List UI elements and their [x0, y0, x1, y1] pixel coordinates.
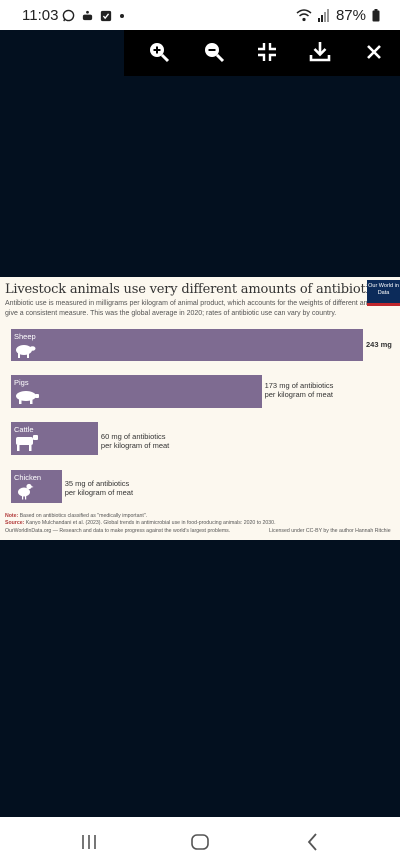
value-text-pigs: 173 mg of antibiotics: [264, 381, 334, 390]
value-label-cattle: 60 mg of antibiotics per kilogram of mea…: [101, 432, 169, 450]
chart-source: Source: Kanyo Mulchandani et al. (2023).…: [5, 520, 276, 526]
bar-label-cattle: Cattle: [14, 425, 34, 434]
bar-label-sheep: Sheep: [14, 332, 36, 341]
recent-apps-button[interactable]: [74, 831, 104, 853]
zoom-out-icon: [205, 43, 225, 63]
zoom-in-icon: [150, 43, 170, 63]
unit-text-chicken: per kilogram of meat: [64, 488, 134, 497]
back-button[interactable]: [298, 831, 328, 853]
wifi-icon: [296, 9, 312, 22]
battery-percent: 87%: [335, 7, 366, 24]
chart-footer: Note: Based on antibiotics classified as…: [0, 512, 400, 540]
home-icon: [191, 834, 209, 850]
close-icon: [367, 45, 381, 59]
status-bar: 11:03 87%: [0, 0, 400, 30]
back-icon: [307, 833, 317, 851]
dot-icon: [120, 13, 124, 18]
bar-label-pigs: Pigs: [14, 378, 29, 387]
chart-title: Livestock animals use very different amo…: [5, 282, 383, 297]
bar-chicken: Chicken: [11, 470, 62, 503]
home-button[interactable]: [185, 831, 215, 853]
owid-logo: Our World in Data: [367, 280, 400, 306]
chart-subtitle: Antibiotic use is measured in milligrams…: [5, 300, 392, 317]
chart-footer-left: OurWorldInData.org — Research and data t…: [5, 528, 231, 534]
system-nav-bar: [0, 817, 400, 867]
value-text-cattle: 60 mg of antibiotics: [100, 432, 166, 441]
bar-label-chicken: Chicken: [14, 473, 42, 482]
whatsapp-icon: [62, 9, 75, 22]
download-icon: [309, 42, 331, 62]
status-indicators: 87%: [296, 7, 380, 24]
image-viewer-toolbar: [124, 30, 400, 76]
sheep-icon: [16, 345, 36, 358]
close-button[interactable]: [361, 39, 387, 65]
checkbox-icon: [100, 10, 112, 21]
value-label-sheep: 243 mg: [366, 340, 392, 349]
exit-fullscreen-icon: [258, 43, 276, 61]
bar-pigs: Pigs: [11, 375, 262, 408]
chicken-icon: [18, 483, 34, 500]
cow-icon: [16, 435, 38, 451]
recent-apps-icon: [82, 835, 96, 849]
value-text-chicken: 35 mg of antibiotics: [64, 479, 130, 488]
notification-icons: [62, 9, 126, 22]
chart-license: Licensed under CC-BY by the author Hanna…: [269, 528, 391, 534]
zoom-out-button[interactable]: [201, 39, 227, 65]
cooking-pot-icon: [82, 10, 93, 21]
chart-image: Livestock animals use very different amo…: [0, 277, 400, 519]
unit-text-cattle: per kilogram of meat: [100, 441, 170, 450]
value-label-chicken: 35 mg of antibiotics per kilogram of mea…: [65, 479, 133, 497]
zoom-in-button[interactable]: [146, 39, 172, 65]
signal-icon: [317, 9, 329, 22]
bar-sheep: Sheep: [11, 329, 363, 361]
pig-icon: [16, 391, 39, 404]
clock: 11:03: [22, 7, 59, 24]
battery-icon: [372, 9, 380, 22]
chart-note: Note: Based on antibiotics classified as…: [5, 513, 148, 519]
exit-fullscreen-button[interactable]: [254, 39, 280, 65]
bar-cattle: Cattle: [11, 422, 98, 455]
value-label-pigs: 173 mg of antibiotics per kilogram of me…: [265, 381, 334, 399]
unit-text-pigs: per kilogram of meat: [264, 390, 333, 399]
download-button[interactable]: [307, 39, 333, 65]
